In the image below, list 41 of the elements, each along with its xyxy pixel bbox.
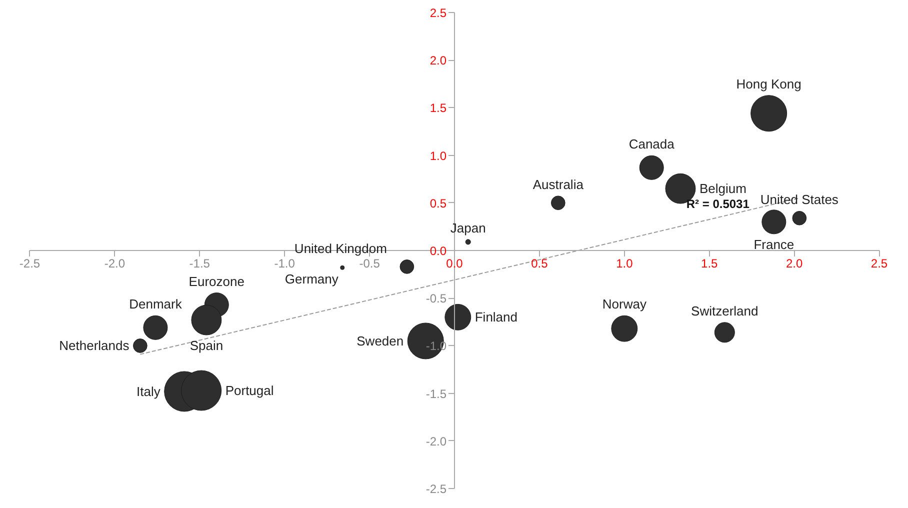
series-label: Hong Kong bbox=[736, 76, 802, 92]
x-tick-label: 1.0 bbox=[616, 256, 634, 270]
series-label: Germany bbox=[284, 272, 339, 287]
series-label: Denmark bbox=[129, 296, 182, 312]
y-tick-label: -0.5 bbox=[426, 292, 447, 306]
y-tick-label: 0.5 bbox=[430, 196, 447, 210]
series-label: Sweden bbox=[356, 333, 404, 348]
x-tick-label: -1.0 bbox=[274, 256, 296, 270]
series-label: Netherlands bbox=[59, 338, 130, 354]
annotation: R² = 0.5031 bbox=[686, 197, 750, 212]
series-label: Australia bbox=[532, 176, 584, 192]
series-label: Norway bbox=[602, 296, 647, 312]
y-tick-label: 0.0 bbox=[430, 244, 447, 258]
y-tick-label: 1.0 bbox=[430, 148, 447, 163]
x-tick-label: -2.5 bbox=[19, 256, 40, 270]
x-tick-label: 0.5 bbox=[531, 256, 548, 270]
y-tick-label: 2.5 bbox=[430, 6, 447, 20]
x-tick-label: 0.0 bbox=[446, 256, 464, 270]
series-label: Finland bbox=[474, 310, 518, 325]
x-tick-label: -2.0 bbox=[104, 256, 126, 270]
x-tick-label: 2.5 bbox=[870, 256, 888, 270]
x-tick-label: 2.0 bbox=[786, 256, 803, 270]
y-tick-label: -2.5 bbox=[426, 482, 447, 496]
series-label: Canada bbox=[628, 136, 676, 152]
series-label: United States bbox=[760, 192, 839, 208]
series-label: Portugal bbox=[225, 383, 274, 398]
series-label: Eurozone bbox=[188, 274, 244, 289]
series-label: United Kingdom bbox=[294, 240, 387, 256]
series-label: France bbox=[754, 236, 794, 252]
series-label: Spain bbox=[190, 338, 224, 353]
x-tick-label: -0.5 bbox=[359, 256, 380, 270]
y-tick-label: -2.0 bbox=[426, 434, 447, 448]
y-tick-label: 1.5 bbox=[430, 101, 447, 116]
series-label: Japan bbox=[450, 220, 486, 236]
x-tick-label: -1.5 bbox=[189, 256, 210, 270]
x-tick-label: 1.5 bbox=[701, 256, 718, 270]
series-label: Italy bbox=[136, 384, 161, 399]
y-tick-label: 2.0 bbox=[430, 54, 447, 68]
y-tick-label: -1.5 bbox=[426, 386, 447, 401]
series-label: Switzerland bbox=[691, 303, 758, 318]
series-label: Belgium bbox=[699, 181, 746, 196]
